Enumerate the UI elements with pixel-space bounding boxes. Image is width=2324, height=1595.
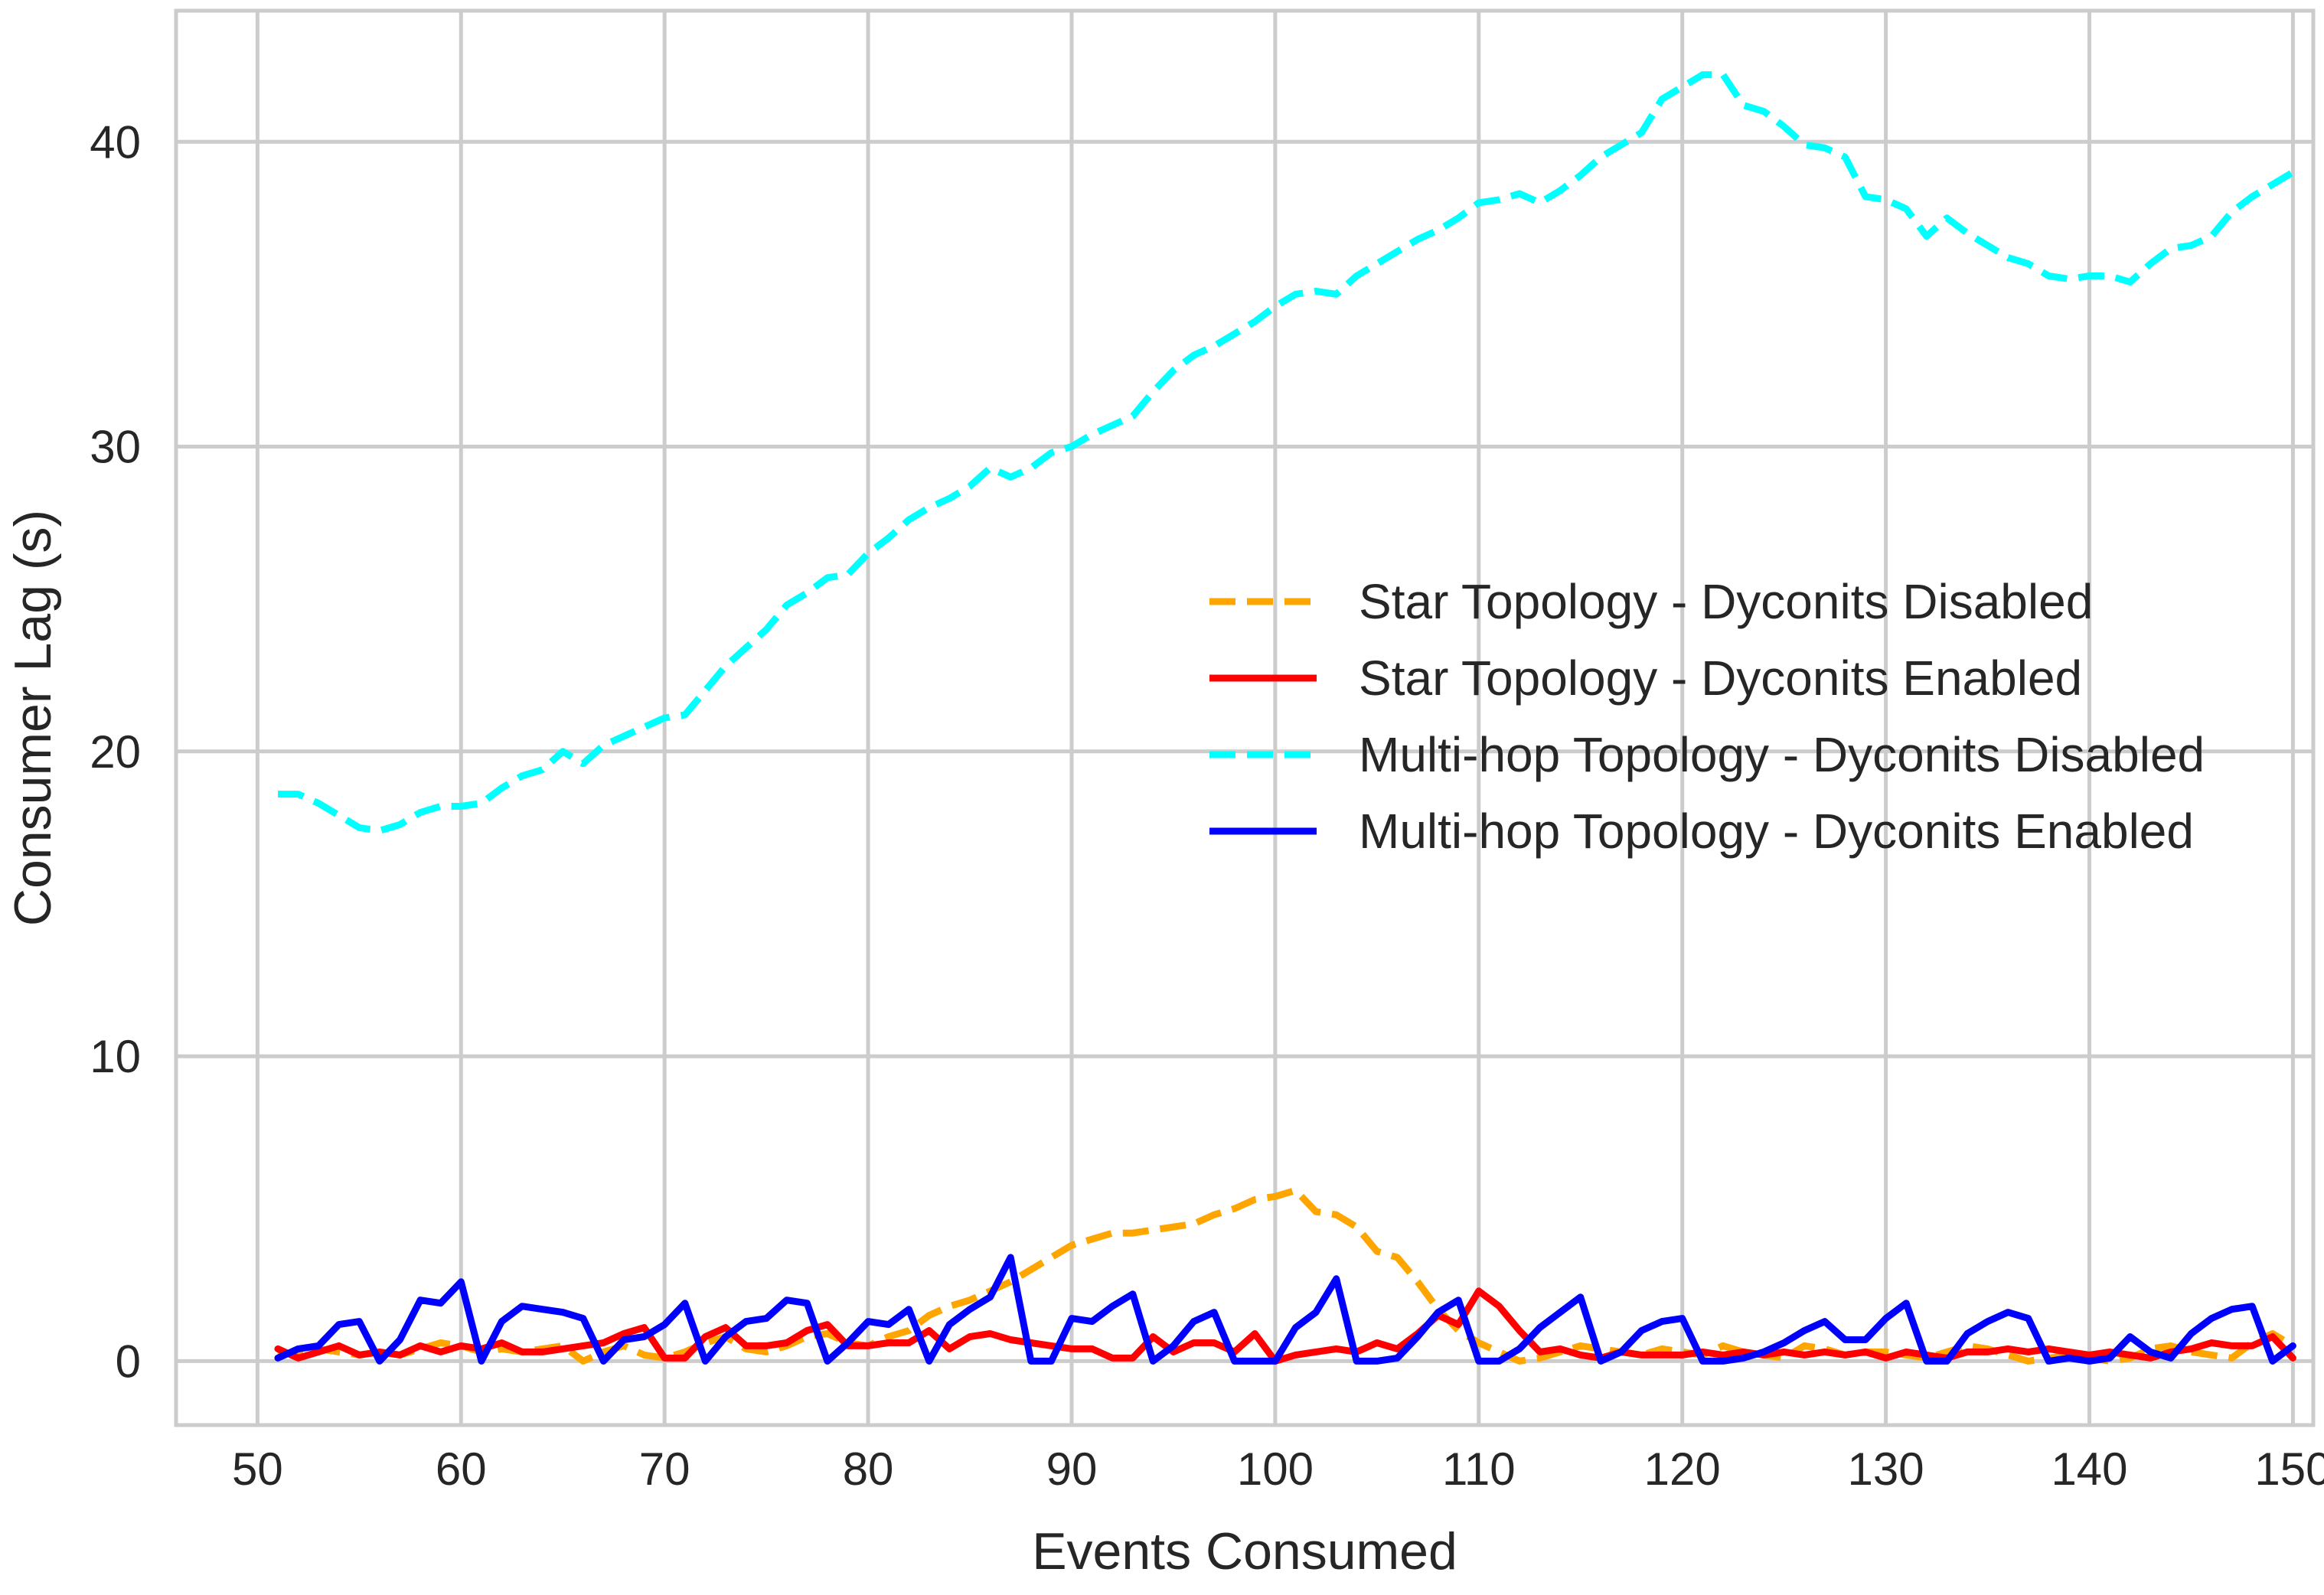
x-tick-label: 100 [1237,1443,1314,1495]
x-tick-label: 50 [232,1443,283,1495]
y-tick-label: 20 [90,726,141,778]
legend-label-4: Multi-hop Topology - Dyconits Enabled [1359,804,2194,859]
y-tick-label: 40 [90,116,141,168]
x-tick-label: 60 [436,1443,487,1495]
legend-label-1: Star Topology - Dyconits Disabled [1359,574,2093,629]
series-group [274,71,2296,1365]
x-tick-label: 140 [2051,1443,2127,1495]
series-line-3 [278,71,2295,834]
tick-labels: 50 60 70 80 90 100 110 120 130 140 150 0 10 20 30 40 [90,116,2324,1495]
x-axis-label: Events Consumed [1032,1522,1457,1580]
y-tick-label: 0 [116,1336,141,1387]
x-tick-label: 110 [1442,1443,1516,1495]
x-tick-label: 150 [2254,1443,2324,1495]
legend-label-2: Star Topology - Dyconits Enabled [1359,651,2082,706]
grid [176,11,2313,1425]
x-tick-label: 80 [843,1443,894,1495]
legend: Star Topology - Dyconits Disabled Star To… [1209,574,2205,859]
y-axis-label: Consumer Lag (s) [4,510,62,926]
x-tick-label: 70 [639,1443,690,1495]
x-tick-label: 130 [1848,1443,1924,1495]
series-line-2 [274,1287,2296,1365]
x-tick-label: 120 [1644,1443,1721,1495]
legend-label-3: Multi-hop Topology - Dyconits Disabled [1359,727,2205,782]
plot-area [174,8,2316,1427]
x-tick-label: 90 [1046,1443,1098,1495]
y-tick-label: 30 [90,422,141,473]
series-line-4 [274,1254,2296,1365]
y-tick-label: 10 [90,1031,141,1082]
